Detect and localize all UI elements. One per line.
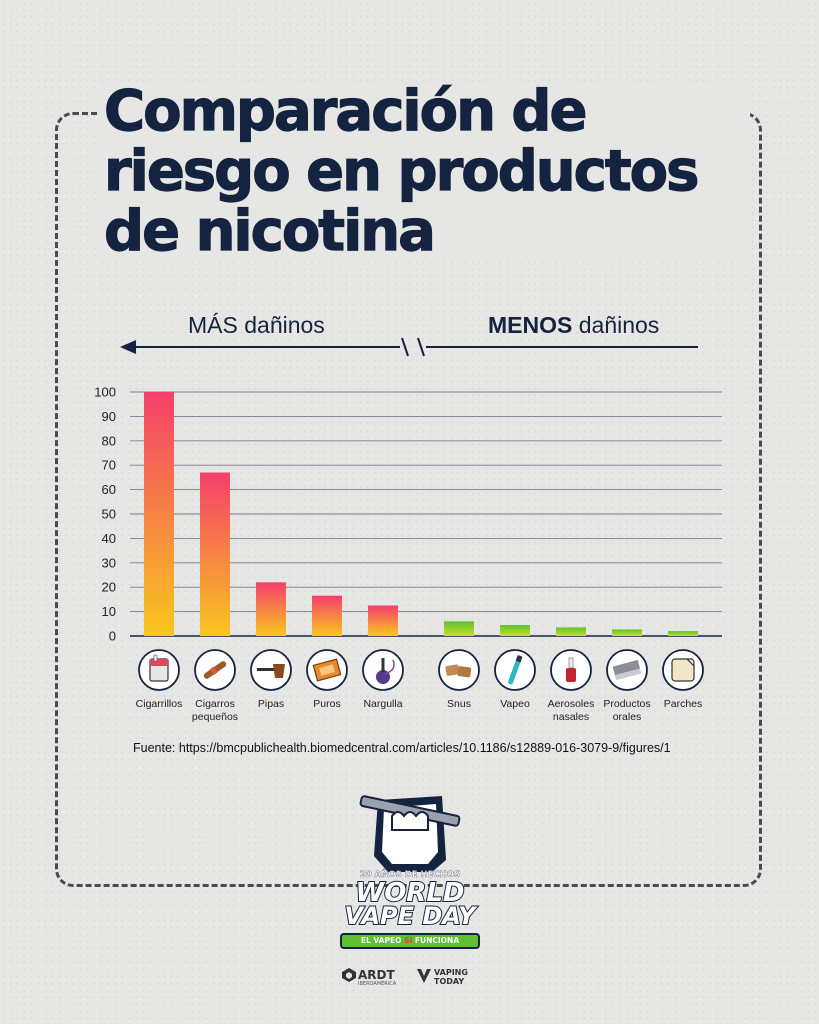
category-label: Pipas: [258, 698, 284, 710]
category-label: Nargulla: [363, 698, 402, 710]
nasal-spray-icon: [550, 649, 592, 691]
bar: [312, 595, 342, 636]
snus-pouch-icon: [438, 649, 480, 691]
logo-top-text: 20 AÑOS DE HECHOS: [359, 870, 461, 880]
title-line-2: riesgo en productos: [103, 139, 700, 204]
less-harmful-rest: dañinos: [572, 312, 660, 338]
category-label: Puros: [313, 698, 340, 710]
category-label: Productos: [603, 698, 650, 710]
harm-direction-arrow: [120, 337, 698, 357]
category-label: nasales: [553, 711, 589, 723]
title-line-3: de nicotina: [103, 199, 436, 264]
bar: [668, 631, 698, 636]
more-harmful-rest: dañinos: [237, 312, 325, 338]
ardt-logo-icon: [342, 968, 356, 982]
axis-break-mark-1: [401, 337, 409, 357]
bars: [144, 392, 698, 636]
nicotine-patch-icon: [662, 649, 704, 691]
bar: [368, 605, 398, 636]
slogan-part-1: EL VAPEO: [360, 936, 405, 945]
hookah-icon: [362, 649, 404, 691]
y-tick-label: 50: [102, 507, 116, 522]
vape-pen-icon: [494, 649, 536, 691]
ardt-logo-text: ARDT: [358, 968, 395, 982]
logo-world-text: WORLD: [355, 877, 466, 909]
vaping-today-logo-icon: [417, 969, 431, 983]
vaping-today-logo-text: VAPING TODAY: [434, 968, 474, 986]
logo-slogan: EL VAPEO SÍ FUNCIONA: [340, 933, 480, 949]
bar: [144, 392, 174, 636]
less-harmful-label: MENOS dañinos: [488, 312, 659, 339]
world-vape-day-fist-logo: [359, 795, 461, 872]
vaping-today-line-2: TODAY: [434, 977, 465, 986]
y-tick-label: 70: [102, 458, 116, 473]
more-harmful-bold: MÁS: [188, 312, 238, 338]
y-tick-label: 90: [102, 409, 116, 424]
ardt-logo-subtext: IBEROAMÉRICA: [358, 981, 397, 987]
category-label: Aerosoles: [548, 698, 595, 710]
category-label: Cigarros: [195, 698, 235, 710]
more-harmful-label: MÁS dañinos: [188, 312, 325, 339]
sponsor-logos: ARDT IBEROAMÉRICA VAPING TODAY: [340, 965, 480, 995]
logo-vape-day-text: VAPE DAY: [344, 901, 477, 931]
page-title: Comparación de riesgo en productos de ni…: [98, 79, 750, 264]
axis-break-mark-2: [417, 337, 425, 357]
bar: [444, 621, 474, 636]
bar: [200, 472, 230, 636]
y-tick-label: 40: [102, 531, 116, 546]
y-tick-label: 100: [94, 385, 116, 400]
y-axis-ticks: 0 10 20 30 40 50 60 70 80 90 100: [94, 385, 116, 644]
category-label: orales: [613, 711, 642, 723]
y-tick-label: 80: [102, 433, 116, 448]
slogan-part-2: FUNCIONA: [412, 936, 460, 945]
nicotine-gum-icon: [606, 649, 648, 691]
category-label: Cigarrillos: [136, 698, 183, 710]
bar: [500, 625, 530, 636]
y-tick-label: 10: [102, 604, 116, 619]
cigar-icon: [194, 649, 236, 691]
source-citation: Fuente: https://bmcpublichealth.biomedce…: [133, 741, 671, 755]
arrow-head-left: [120, 340, 136, 354]
bar: [612, 629, 642, 636]
bar: [556, 627, 586, 636]
category-icons: [138, 649, 704, 691]
category-label: Vapeo: [500, 698, 530, 710]
category-label: Parches: [664, 698, 703, 710]
slogan-si: SÍ: [404, 936, 413, 945]
cigar-box-icon: [306, 649, 348, 691]
pipe-icon: [250, 649, 292, 691]
title-line-1: Comparación de: [103, 79, 588, 144]
less-harmful-bold: MENOS: [488, 312, 573, 338]
y-tick-label: 30: [102, 555, 116, 570]
bar: [256, 582, 286, 636]
y-tick-label: 60: [102, 482, 116, 497]
vaping-today-line-1: VAPING: [434, 968, 468, 977]
category-label: Snus: [447, 698, 471, 710]
cigarette-pack-icon: [138, 649, 180, 691]
y-tick-label: 0: [109, 629, 116, 644]
y-tick-label: 20: [102, 580, 116, 595]
category-label: pequeños: [192, 711, 238, 723]
